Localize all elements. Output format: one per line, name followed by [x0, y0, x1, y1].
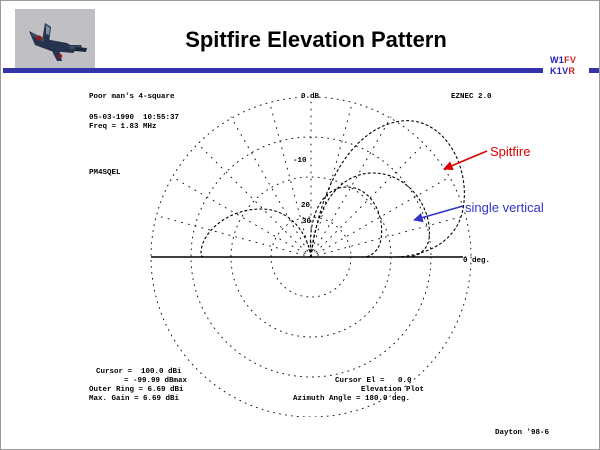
pattern-curve-single-vertical [310, 172, 430, 258]
plot-datetime: 05-03-1990 10:55:37 [89, 114, 180, 122]
readout-cursor-dbi: Cursor = 100.0 dBi [96, 368, 182, 376]
callsign-w1fv-red: FV [564, 55, 577, 65]
page-title: Spitfire Elevation Pattern [185, 27, 447, 52]
callsign-k1vr-red: R [568, 66, 576, 76]
ring-label-minus-10: -10 [293, 157, 307, 165]
callsign-w1fv: W1FV [550, 55, 576, 65]
polar-grid-spokes [150, 96, 472, 258]
annotation-label-single-vertical: single vertical [465, 200, 544, 215]
title-divider-rule [3, 68, 543, 73]
pattern-curve-left-lobe [200, 208, 312, 258]
ring-label-20: 20 [301, 202, 311, 210]
plot-frequency: Freq = 1.83 MHz [89, 123, 157, 131]
plot-model-name: PM4SQEL [89, 169, 121, 177]
readout-max-gain: Max. Gain = 6.69 dBi [89, 395, 180, 403]
callsign-w1fv-blue: W1 [550, 55, 565, 65]
readout-azimuth-angle: Azimuth Angle = 180.0 deg. [293, 395, 411, 403]
pattern-curve-center-lobe [309, 186, 383, 258]
ring-label-30: 30 [302, 218, 312, 226]
plot-header-title: Poor man's 4-square [89, 93, 175, 101]
annotation-label-spitfire: Spitfire [490, 144, 531, 159]
footer-credit: Dayton '98-6 [495, 429, 550, 437]
title-divider-rule-right [589, 68, 599, 73]
callsign-k1vr-blue: K1V [550, 66, 569, 76]
readout-cursor-dbmax: = -99.99 dBmax [124, 377, 188, 385]
eznec-elevation-plot: Poor man's 4-square 05-03-1990 10:55:37 … [71, 87, 531, 417]
readout-plot-type: Elevation Plot [361, 386, 425, 394]
callsign-k1vr: K1VR [550, 66, 575, 76]
plot-software-name: EZNEC 2.0 [451, 93, 492, 101]
plot-top-scale-label: 0 dB [301, 93, 320, 101]
readout-cursor-elevation: Cursor El = 0.0 [335, 377, 412, 385]
plot-horizon-label: 0 deg. [463, 257, 491, 265]
slide-header: Spitfire Elevation Pattern W1FV K1VR [1, 1, 599, 77]
plot-graphics [150, 96, 472, 417]
readout-outer-ring: Outer Ring = 6.69 dBi [89, 386, 184, 394]
pattern-curve-spitfire [310, 120, 465, 258]
spitfire-aircraft-photo [15, 9, 95, 73]
